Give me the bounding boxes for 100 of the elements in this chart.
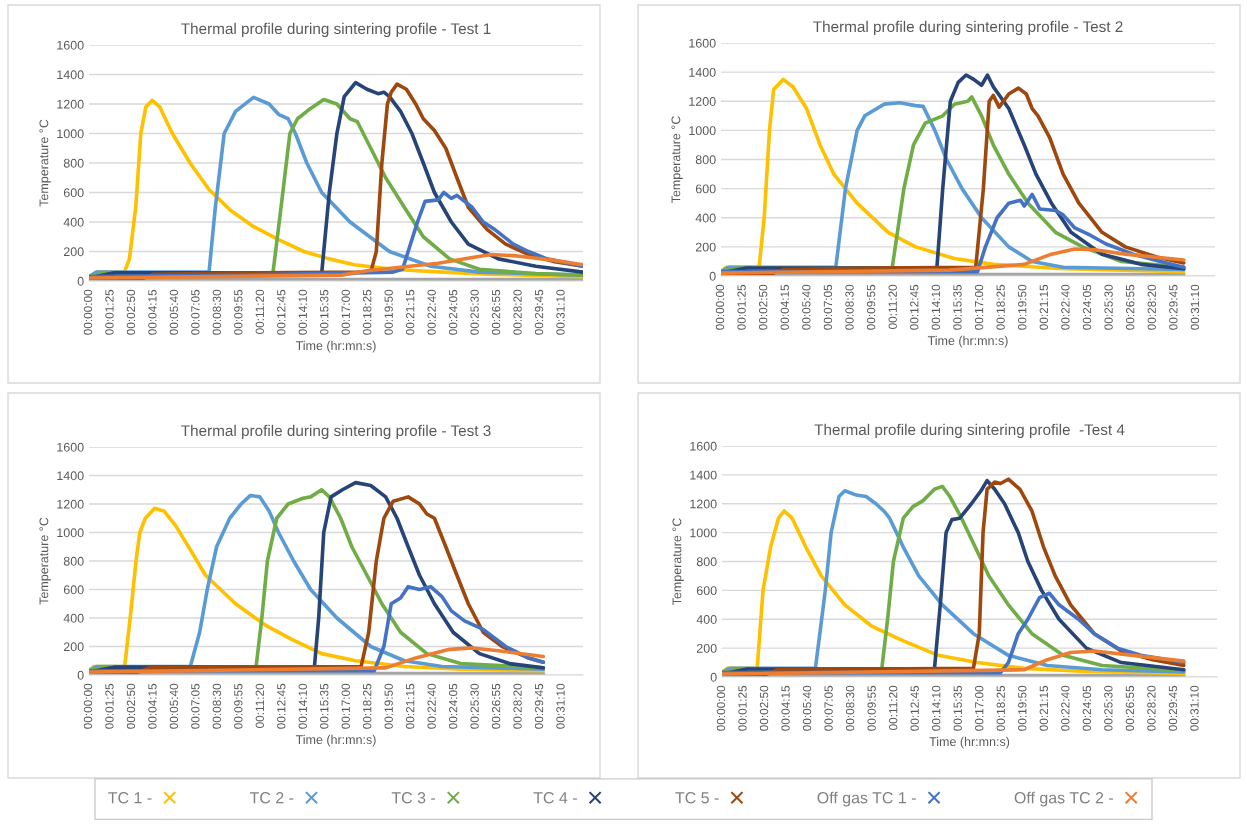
legend-label: TC 2 - <box>249 792 294 804</box>
x-tick-label: 00:22:40 <box>1061 685 1070 731</box>
y-tick-label: 1600 <box>690 441 717 451</box>
x-tick-label: 00:22:40 <box>1061 284 1070 330</box>
x-tick-label: 00:28:20 <box>1147 685 1156 731</box>
x-tick-label: 00:08:30 <box>212 289 222 335</box>
y-tick-label: 1400 <box>57 471 84 481</box>
y-tick-label: 1200 <box>57 99 84 109</box>
y-tick-label: 1600 <box>57 442 84 452</box>
x-tick-label: 00:00:00 <box>83 683 93 729</box>
x-tick-label: 00:00:00 <box>83 289 93 335</box>
y-axis-title: Temperature °C <box>39 517 51 605</box>
x-tick-label: 00:07:05 <box>191 289 200 335</box>
legend-label: TC 4 - <box>533 792 577 804</box>
y-tick-label: 400 <box>63 217 84 227</box>
y-tick-label: 0 <box>709 271 716 281</box>
x-tick-label: 00:21:15 <box>1039 284 1048 330</box>
x-tick-label: 00:07:05 <box>191 683 200 729</box>
y-axis-title: Temperature °C <box>671 116 683 204</box>
x-tick-label: 00:22:40 <box>427 683 436 729</box>
x-tick-label: 00:11:20 <box>888 685 898 730</box>
x-tick-label: 00:28:20 <box>1147 284 1156 330</box>
x-tick-label: 00:05:40 <box>169 289 179 335</box>
x-tick-label: 00:25:30 <box>1104 284 1113 330</box>
x-tick-label: 00:28:20 <box>513 289 522 335</box>
x-tick-label: 00:02:50 <box>126 683 136 729</box>
x-tick-label: 00:04:15 <box>780 284 789 330</box>
x-tick-label: 00:02:50 <box>758 284 768 330</box>
y-tick-label: 1400 <box>690 470 717 480</box>
y-tick-label: 600 <box>63 188 84 198</box>
x-tick-label: 00:29:45 <box>534 289 544 335</box>
x-tick-label: 00:09:55 <box>867 685 876 731</box>
y-tick-label: 600 <box>696 586 717 596</box>
x-tick-label: 00:02:50 <box>759 685 769 731</box>
legend-label: Off gas TC 1 - <box>817 791 916 807</box>
x-tick-label: 00:15:35 <box>953 284 962 330</box>
x-tick-label: 00:05:40 <box>802 284 811 330</box>
y-tick-label: 200 <box>696 643 717 653</box>
x-tick-label: 00:01:25 <box>738 685 747 731</box>
y-tick-label: 1600 <box>57 40 84 50</box>
x-tick-label: 00:29:45 <box>1168 685 1178 731</box>
x-tick-label: 00:24:05 <box>448 289 458 335</box>
y-axis-title: Temperature °C <box>39 119 51 207</box>
y-tick-label: 200 <box>695 242 716 252</box>
y-tick-label: 800 <box>63 556 84 566</box>
x-tick-label: 00:12:45 <box>277 683 286 729</box>
y-tick-label: 1000 <box>690 528 717 538</box>
y-tick-label: 200 <box>63 247 84 257</box>
x-axis-title: Time (hr:mn:s) <box>295 340 376 353</box>
x-tick-label: 00:31:10 <box>556 289 565 335</box>
y-tick-label: 400 <box>63 613 84 623</box>
legend-label: TC 5 - <box>675 792 719 804</box>
x-tick-label: 00:26:55 <box>1125 685 1135 731</box>
x-tick-label: 00:28:20 <box>513 683 522 729</box>
x-tick-label: 00:17:00 <box>975 685 984 731</box>
x-tick-label: 00:07:05 <box>824 685 833 731</box>
y-tick-label: 1000 <box>689 126 716 136</box>
y-tick-label: 1600 <box>689 38 716 48</box>
x-tick-label: 00:17:00 <box>974 284 984 330</box>
y-tick-label: 1200 <box>690 499 717 509</box>
x-tick-label: 00:29:45 <box>1169 284 1178 330</box>
y-tick-label: 1200 <box>57 499 84 509</box>
x-tick-label: 00:22:40 <box>427 289 436 335</box>
y-tick-label: 1200 <box>689 97 716 106</box>
chart-title: Thermal profile during sintering profile -Test 4 <box>814 423 1125 439</box>
x-tick-label: 00:18:25 <box>996 685 1005 731</box>
chart-title: Thermal profile during sintering profile - Test 2 <box>813 20 1123 36</box>
x-tick-label: 00:12:45 <box>910 284 919 330</box>
x-tick-label: 00:11:20 <box>888 284 897 329</box>
x-tick-label: 00:24:05 <box>448 683 458 729</box>
legend-label: TC 3 - <box>391 792 436 804</box>
x-tick-label: 00:12:45 <box>277 289 286 335</box>
chart-title: Thermal profile during sintering profile - Test 1 <box>181 22 491 38</box>
x-axis-title: Time (hr:mn:s) <box>927 335 1008 348</box>
x-axis-title: Time (hr:mn:s) <box>929 736 1010 749</box>
y-tick-label: 800 <box>696 557 717 567</box>
x-tick-label: 00:02:50 <box>126 289 136 335</box>
x-tick-label: 00:15:35 <box>953 685 962 731</box>
x-tick-label: 00:21:15 <box>405 683 415 729</box>
legend-label: TC 1 - <box>108 792 152 804</box>
x-tick-label: 00:24:05 <box>1082 685 1092 731</box>
y-tick-label: 600 <box>63 585 84 595</box>
chart-title: Thermal profile during sintering profile - Test 3 <box>181 424 491 440</box>
legend-label: Off gas TC 2 - <box>1014 791 1113 807</box>
x-axis-title: Time (hr:mn:s) <box>295 734 376 747</box>
y-tick-label: 400 <box>695 213 716 223</box>
x-tick-label: 00:09:55 <box>234 289 243 335</box>
y-tick-label: 800 <box>63 158 84 168</box>
x-tick-label: 00:19:50 <box>384 683 393 729</box>
x-tick-label: 00:08:30 <box>845 284 854 330</box>
x-tick-label: 00:19:50 <box>384 289 393 335</box>
x-tick-label: 00:29:45 <box>534 683 544 729</box>
y-tick-label: 1000 <box>57 528 84 538</box>
x-tick-label: 00:00:00 <box>716 685 726 731</box>
x-tick-label: 00:07:05 <box>823 284 833 330</box>
x-tick-label: 00:12:45 <box>910 685 919 731</box>
x-tick-label: 00:09:55 <box>234 683 243 729</box>
x-tick-label: 00:18:25 <box>363 289 372 335</box>
x-tick-label: 00:08:30 <box>212 683 222 729</box>
x-tick-label: 00:00:00 <box>715 284 725 330</box>
